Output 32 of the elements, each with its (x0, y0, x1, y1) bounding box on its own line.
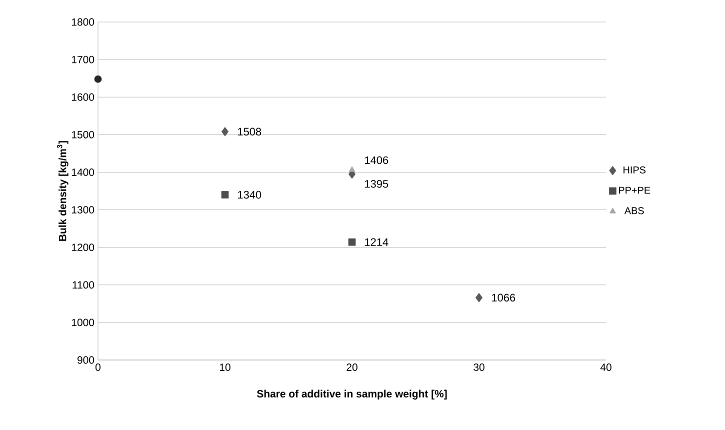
point (475, 292, 483, 302)
y-tick-label: 1700 (72, 56, 94, 64)
y-tick-label: 1300 (72, 206, 94, 214)
y-tick-label: 1600 (72, 93, 94, 101)
x-axis-title: Share of additive in sample weight [%] (256, 390, 447, 400)
data-label: 1406 (365, 156, 388, 164)
y-tick-label: 900 (78, 356, 94, 364)
legend-label: PP+PE (618, 186, 650, 194)
x-tick-label: 40 (600, 364, 612, 371)
point (348, 166, 356, 172)
y-tick-label: 1500 (72, 130, 94, 138)
data-label: 1066 (492, 294, 516, 302)
data-label: 1395 (365, 180, 388, 188)
x-tick-label: 30 (474, 364, 484, 371)
point (348, 238, 356, 246)
x-tick-label: 10 (220, 364, 230, 371)
point (221, 126, 229, 136)
point (94, 75, 102, 83)
point (221, 191, 229, 198)
y-axis-title: Bulk density [kg/m$^{3}$] (57, 141, 68, 241)
y-tick-label: 1200 (72, 244, 94, 252)
y-tick-label: 1800 (72, 18, 94, 26)
data-label: 1508 (238, 128, 262, 136)
y-tick-label: 1400 (72, 168, 94, 176)
data-label: 1340 (238, 190, 262, 199)
y-tick-label: 1000 (72, 318, 94, 326)
legend-label: ABS (624, 207, 644, 214)
y-tick-label: 1100 (72, 281, 94, 289)
x-tick-label: 20 (346, 364, 358, 371)
legend-label: HIPS (624, 166, 646, 174)
x-tick-label: 0 (96, 364, 100, 371)
data-label: 1214 (365, 238, 388, 246)
